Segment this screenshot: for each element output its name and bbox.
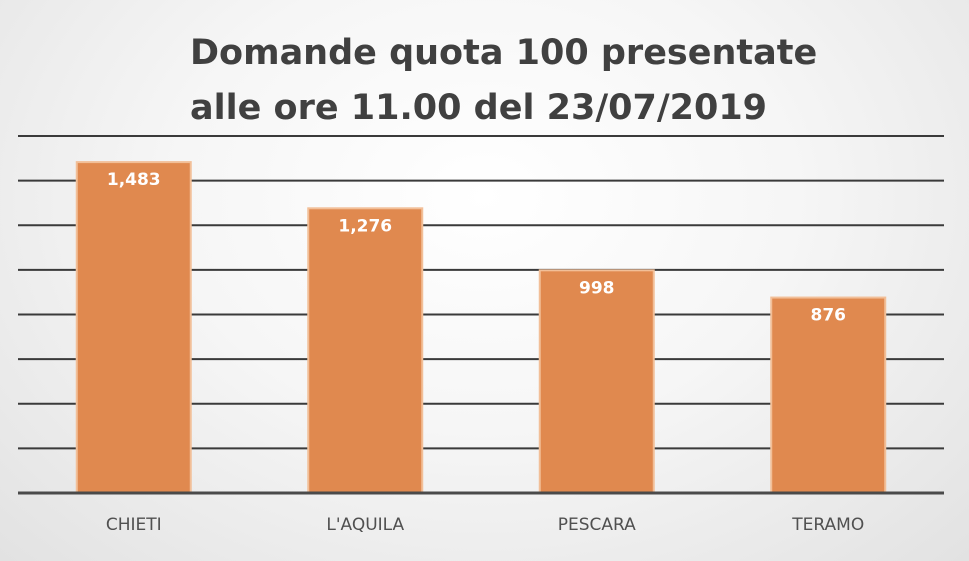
data-label: 998 bbox=[579, 278, 615, 298]
bar-chieti bbox=[75, 161, 192, 494]
data-label: 876 bbox=[811, 306, 847, 326]
chart-title-line-1: Domande quota 100 presentate bbox=[190, 33, 818, 73]
x-tick-label: PESCARA bbox=[558, 515, 636, 535]
x-tick-label: L'AQUILA bbox=[326, 515, 404, 535]
bar-teramo bbox=[770, 296, 887, 495]
x-tick-label: CHIETI bbox=[106, 515, 162, 535]
chart-title: Domande quota 100 presentate alle ore 11… bbox=[190, 26, 910, 136]
bar-pescara bbox=[538, 269, 655, 495]
data-label: 1,276 bbox=[338, 216, 392, 236]
data-label: 1,483 bbox=[107, 170, 161, 190]
bar-laquila bbox=[307, 207, 424, 494]
x-tick-label: TERAMO bbox=[791, 515, 864, 535]
chart-title-line-2: alle ore 11.00 del 23/07/2019 bbox=[190, 88, 768, 128]
